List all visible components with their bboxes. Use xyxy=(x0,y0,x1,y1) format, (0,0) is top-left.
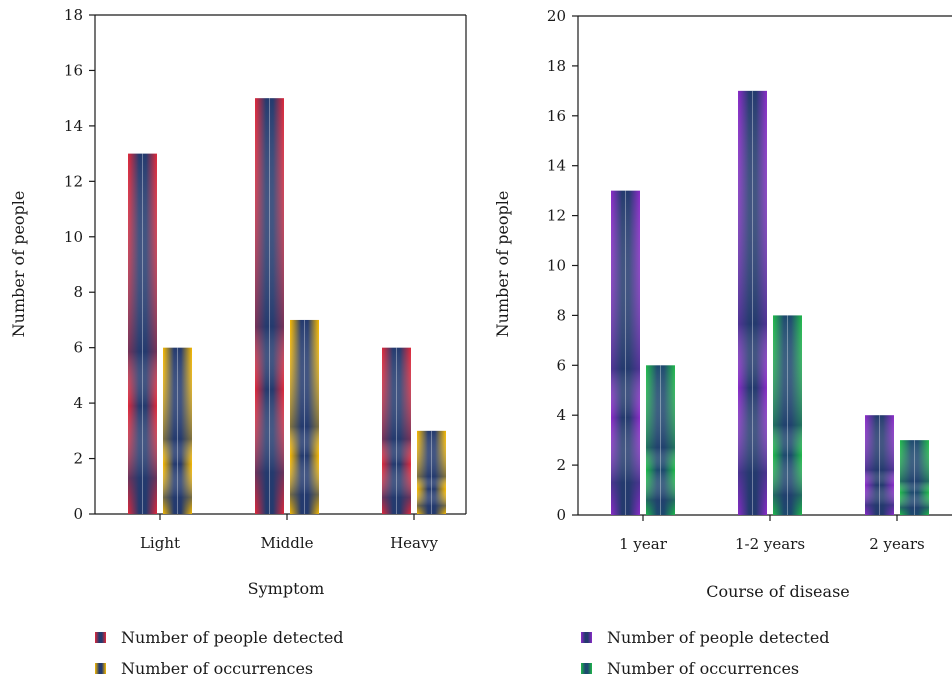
bar-number-of-occurrences-light xyxy=(163,347,192,514)
bar-number-of-people-detected-light xyxy=(128,153,157,514)
bar-number-of-people-detected-middle xyxy=(255,98,284,515)
bar-shade xyxy=(865,415,894,515)
legend-swatch-occurrences xyxy=(95,663,106,674)
x-axis-title: Course of disease xyxy=(706,582,850,601)
y-axis-title: Number of people xyxy=(493,191,512,338)
legend-label-occurrences: Number of occurrences xyxy=(607,659,799,678)
bar-shade xyxy=(900,440,929,515)
bar-number-of-people-detected-1-2-years xyxy=(738,90,767,515)
bar-shade xyxy=(290,319,319,514)
y-tick-label-12: 12 xyxy=(64,172,83,190)
bar-number-of-occurrences-1-year xyxy=(646,365,675,515)
x-tick-label-1-2-years: 1-2 years xyxy=(735,535,805,553)
x-axis-title: Symptom xyxy=(248,579,325,598)
chart-course-of-disease: Number of people Course of disease 0 2 4 6 8… xyxy=(493,7,952,678)
y-tick-label-6: 6 xyxy=(73,339,83,357)
y-tick-label-14: 14 xyxy=(547,157,566,175)
y-tick-label-4: 4 xyxy=(73,394,83,412)
bar-shade xyxy=(738,90,767,515)
chart-symptom: Number of people Symptom 0 2 4 6 8 10 12 14 16 18… xyxy=(9,6,467,678)
bar-shade xyxy=(773,315,802,515)
x-tick-label-1-year: 1 year xyxy=(619,535,668,553)
legend-label-detected: Number of people detected xyxy=(607,628,830,647)
y-tick-label-2: 2 xyxy=(73,450,83,468)
bar-number-of-people-detected-heavy xyxy=(382,347,411,514)
bar-shade xyxy=(382,347,411,514)
legend-swatch-detected xyxy=(581,632,592,643)
x-tick-label-middle: Middle xyxy=(260,534,313,552)
bar-number-of-occurrences-1-2-years xyxy=(773,315,802,515)
bar-number-of-occurrences-heavy xyxy=(417,430,446,514)
bar-number-of-people-detected-2-years xyxy=(865,415,894,515)
bar-shade xyxy=(163,347,192,514)
y-tick-label-2: 2 xyxy=(556,456,566,474)
y-tick-label-8: 8 xyxy=(556,306,566,324)
legend: Number of people detected Number of occu… xyxy=(581,628,830,678)
y-tick-label-16: 16 xyxy=(547,107,566,125)
bar-shade xyxy=(255,98,284,515)
bar-number-of-people-detected-1-year xyxy=(611,190,640,515)
x-tick-label-light: Light xyxy=(140,534,180,552)
y-tick-label-0: 0 xyxy=(73,505,83,523)
y-tick-label-0: 0 xyxy=(556,506,566,524)
y-tick-label-18: 18 xyxy=(64,6,83,24)
y-tick-label-4: 4 xyxy=(556,406,566,424)
bar-shade xyxy=(128,153,157,514)
y-tick-label-10: 10 xyxy=(64,228,83,246)
bar-number-of-occurrences-2-years xyxy=(900,440,929,515)
y-tick-label-16: 16 xyxy=(64,61,83,79)
y-tick-label-14: 14 xyxy=(64,117,83,135)
bar-shade xyxy=(646,365,675,515)
legend-swatch-occurrences xyxy=(581,663,592,674)
bar-shade xyxy=(417,430,446,514)
y-axis-title: Number of people xyxy=(9,191,28,338)
y-tick-label-6: 6 xyxy=(556,356,566,374)
plot-area: 0 2 4 6 8 10 12 14 16 18 Light Middle Heavy xyxy=(64,6,467,552)
legend-label-occurrences: Number of occurrences xyxy=(121,659,313,678)
y-tick-label-12: 12 xyxy=(547,207,566,225)
bar-number-of-occurrences-middle xyxy=(290,319,319,514)
y-tick-label-10: 10 xyxy=(547,257,566,275)
bar-shade xyxy=(611,190,640,515)
y-tick-label-8: 8 xyxy=(73,283,83,301)
legend: Number of people detected Number of occu… xyxy=(95,628,344,678)
y-tick-label-18: 18 xyxy=(547,57,566,75)
x-tick-label-heavy: Heavy xyxy=(390,534,438,552)
x-tick-label-2-years: 2 years xyxy=(869,535,924,553)
plot-area: 0 2 4 6 8 10 12 14 16 18 20 1 year 1-2 years 2 years xyxy=(547,7,952,553)
y-tick-label-20: 20 xyxy=(547,7,566,25)
legend-label-detected: Number of people detected xyxy=(121,628,344,647)
legend-swatch-detected xyxy=(95,632,106,643)
